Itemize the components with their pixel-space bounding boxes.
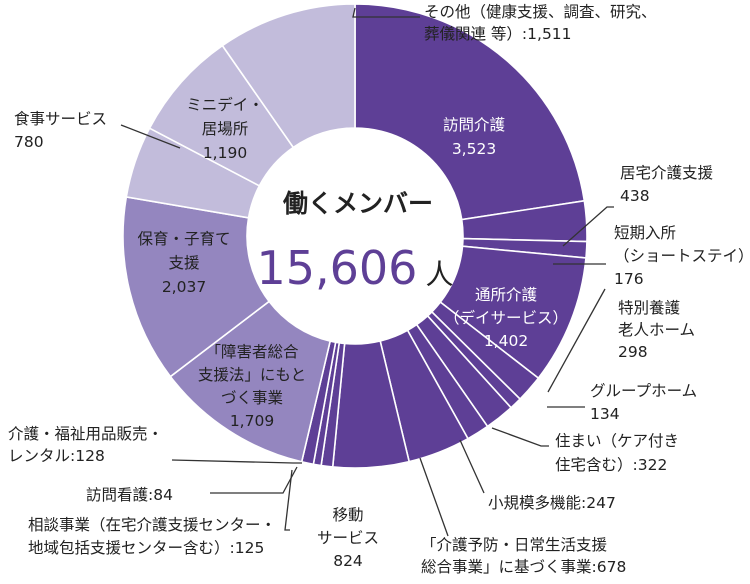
slice-label-tokuyou: 特別養護老人ホーム 298: [618, 299, 695, 361]
slice-label-line: レンタル:128: [8, 447, 105, 465]
slice-1: [354, 3, 586, 221]
slice-label-line: ミニデイ・: [186, 95, 264, 114]
slice-label-line: 訪問介護: [443, 116, 506, 134]
slice-label-line: 「介護予防・日常生活支援: [421, 536, 608, 554]
slice-label-line: 食事サービス: [14, 110, 107, 128]
slice-label-group-home: グループホーム 134: [590, 382, 697, 423]
leader-line-hanbai: [171, 459, 302, 464]
leader-line-shokuji: [120, 124, 181, 149]
leader-line-sonota: [352, 7, 420, 18]
slice-label-line: 438: [620, 187, 650, 205]
leader-line-soudan: [284, 469, 293, 531]
slice-label-line: 住宅含む）:322: [555, 456, 667, 474]
slice-label-line: グループホーム: [590, 382, 697, 400]
slice-label-tsusho: 通所介護 （デイサービス） 1,402: [444, 286, 568, 350]
slice-label-line: づく事業: [221, 389, 283, 407]
slice-label-line: 総合事業」に基づく事業:678: [421, 558, 626, 576]
slice-label-line: 移動: [332, 506, 363, 524]
slice-label-line: 介護・福祉用品販売・: [8, 425, 163, 443]
slice-label-shokibo: 小規模多機能:247: [488, 494, 616, 512]
slice-label-line: （デイサービス）: [444, 308, 568, 327]
slice-label-line: 3,523: [452, 140, 496, 158]
center-title: 働くメンバー: [282, 189, 433, 218]
slice-label-line: 特別養護: [618, 299, 681, 317]
slice-18: [221, 3, 356, 149]
leader-line-sogo-jigyo: [419, 457, 449, 537]
slice-label-line: 通所介護: [475, 286, 538, 304]
slice-label-line: 134: [590, 405, 620, 423]
slice-label-shogaisha: 「障害者総合支援法」にもとづく事業 1,709: [198, 343, 306, 430]
slice-label-shokuji: 食事サービス 780: [14, 110, 107, 151]
slice-label-idou: 移動サービス 824: [317, 506, 379, 570]
slice-label-houmon-kaigo: 訪問介護 3,523: [443, 116, 506, 158]
leader-line-shokibo: [459, 439, 485, 494]
slice-label-line: 居宅介護支援: [620, 164, 714, 182]
slice-label-line: 1,709: [230, 412, 274, 430]
center-total-unit: 人: [426, 258, 454, 291]
slice-label-sumai: 住まい（ケア付き住宅含む）:322: [555, 432, 679, 474]
slice-label-line: 住まい（ケア付き: [555, 432, 679, 450]
slice-label-line: 780: [14, 133, 44, 151]
slice-label-sogo-jigyo: 「介護予防・日常生活支援総合事業」に基づく事業:678: [421, 536, 626, 576]
center-total-value: 15,606: [256, 241, 417, 295]
slice-label-hoiku: 保育・子育て支援 2,037: [137, 230, 230, 296]
slice-label-line: 地域包括支援センター含む）:125: [28, 539, 264, 557]
slice-label-line: 298: [618, 343, 648, 361]
leader-line-kyotaku: [562, 206, 614, 247]
slice-label-kyotaku: 居宅介護支援 438: [620, 164, 714, 205]
slice-label-line: 1,402: [484, 332, 528, 350]
slice-label-houmon-kango: 訪問看護:84: [86, 486, 173, 504]
slice-label-line: 支援: [168, 254, 200, 272]
slice-label-line: 居場所: [202, 120, 249, 138]
slice-label-line: その他（健康支援、調査、研究、: [424, 3, 657, 21]
leader-line-tokuyou: [547, 288, 606, 393]
slice-label-line: 短期入所: [614, 224, 676, 242]
slice-label-minidei: ミニデイ・居場所 1,190: [186, 95, 264, 162]
slice-label-tanki: 短期入所 （ショートステイ） 176: [614, 224, 750, 288]
slice-label-line: 176: [614, 270, 644, 288]
slice-label-line: 824: [333, 552, 363, 570]
slice-label-line: （ショートステイ）: [614, 247, 750, 265]
slice-label-line: 支援法」にもと: [198, 366, 306, 384]
slice-label-line: サービス: [317, 529, 379, 547]
slice-label-line: 1,190: [203, 144, 247, 162]
slice-label-sonota: その他（健康支援、調査、研究、葬儀関連 等）:1,511: [424, 3, 657, 43]
slice-label-line: 相談事業（在宅介護支援センター・: [28, 516, 276, 534]
slice-label-line: 「障害者総合: [205, 343, 299, 361]
slice-label-line: 2,037: [162, 278, 206, 296]
slice-label-line: 老人ホーム: [618, 321, 695, 339]
slice-label-soudan: 相談事業（在宅介護支援センター・地域包括支援センター含む）:125: [28, 516, 276, 557]
slice-label-line: 葬儀関連 等）:1,511: [424, 25, 572, 43]
center-total: 15,606 人: [256, 241, 453, 295]
slice-label-line: 保育・子育て: [137, 230, 230, 248]
slice-label-line: 小規模多機能:247: [488, 494, 616, 512]
leader-line-houmon-kango: [210, 466, 298, 494]
leader-line-sumai: [491, 427, 549, 447]
slice-label-hanbai: 介護・福祉用品販売・レンタル:128: [8, 425, 163, 465]
slice-label-line: 訪問看護:84: [86, 486, 173, 504]
